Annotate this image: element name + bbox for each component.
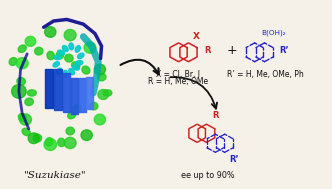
Ellipse shape xyxy=(57,68,62,75)
Text: B(OH)₂: B(OH)₂ xyxy=(261,30,286,36)
Bar xyxy=(79,78,86,112)
Ellipse shape xyxy=(103,90,112,96)
Ellipse shape xyxy=(68,111,76,119)
Ellipse shape xyxy=(18,114,26,122)
Circle shape xyxy=(64,29,76,41)
Ellipse shape xyxy=(17,77,25,85)
Text: +: + xyxy=(227,44,237,57)
Circle shape xyxy=(84,42,96,53)
Circle shape xyxy=(94,64,106,75)
Bar xyxy=(53,70,61,110)
Circle shape xyxy=(12,84,26,98)
Text: ee up to 90%: ee up to 90% xyxy=(181,171,234,180)
Text: R: R xyxy=(205,46,211,55)
Ellipse shape xyxy=(78,53,84,59)
Ellipse shape xyxy=(18,45,26,52)
Ellipse shape xyxy=(56,51,64,59)
Circle shape xyxy=(28,133,40,144)
Circle shape xyxy=(98,90,109,99)
Ellipse shape xyxy=(35,47,43,55)
Ellipse shape xyxy=(62,46,68,52)
Ellipse shape xyxy=(65,54,73,62)
Circle shape xyxy=(81,130,92,140)
Ellipse shape xyxy=(75,46,80,52)
Text: R’ = H, Me, OMe, Ph: R’ = H, Me, OMe, Ph xyxy=(227,70,303,79)
Ellipse shape xyxy=(58,138,65,147)
Ellipse shape xyxy=(72,65,79,70)
Text: X = Cl, Br, I: X = Cl, Br, I xyxy=(156,70,200,79)
Bar xyxy=(71,78,78,114)
Ellipse shape xyxy=(9,57,17,65)
Ellipse shape xyxy=(66,127,74,135)
Text: R = H, Me, OMe: R = H, Me, OMe xyxy=(148,77,208,87)
Ellipse shape xyxy=(27,90,36,96)
Ellipse shape xyxy=(63,70,68,77)
Ellipse shape xyxy=(82,66,90,74)
Circle shape xyxy=(16,58,28,69)
Circle shape xyxy=(94,114,106,125)
Ellipse shape xyxy=(72,62,80,69)
Circle shape xyxy=(64,137,76,149)
Ellipse shape xyxy=(53,62,59,67)
Circle shape xyxy=(45,27,56,37)
Ellipse shape xyxy=(69,69,74,75)
Ellipse shape xyxy=(58,50,65,55)
Circle shape xyxy=(20,114,32,125)
Ellipse shape xyxy=(76,61,83,65)
Text: "Suzukiase": "Suzukiase" xyxy=(24,171,87,180)
Circle shape xyxy=(44,139,56,150)
Bar xyxy=(86,77,93,108)
Ellipse shape xyxy=(69,43,74,50)
Ellipse shape xyxy=(98,73,106,81)
Ellipse shape xyxy=(89,102,98,110)
Ellipse shape xyxy=(45,138,53,146)
Ellipse shape xyxy=(22,128,30,136)
Text: R: R xyxy=(212,111,219,120)
Circle shape xyxy=(25,36,36,46)
Ellipse shape xyxy=(47,51,54,60)
Ellipse shape xyxy=(54,55,61,60)
Text: R’: R’ xyxy=(279,46,289,55)
Text: X: X xyxy=(193,32,200,41)
Text: R’: R’ xyxy=(230,155,239,164)
Ellipse shape xyxy=(33,134,42,142)
Ellipse shape xyxy=(25,98,34,106)
Bar xyxy=(63,73,70,112)
Ellipse shape xyxy=(73,105,81,113)
Bar xyxy=(45,69,52,108)
